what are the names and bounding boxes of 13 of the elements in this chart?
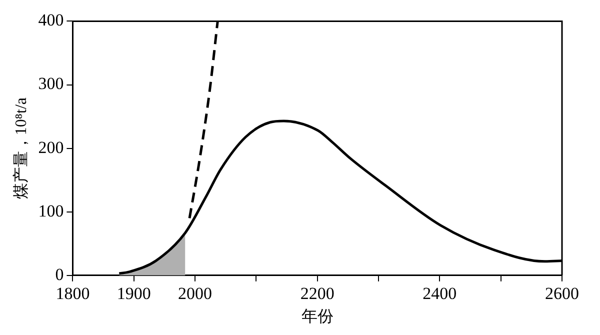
x-tick-label: 1800 [56,284,90,304]
x-axis-title: 年份 [301,308,334,326]
y-tick-label: 300 [38,74,64,94]
x-tick-label: 2000 [178,284,212,304]
y-tick-label: 0 [55,264,64,284]
x-tick-label: 2200 [300,284,334,304]
y-tick-label: 400 [38,10,64,30]
x-tick-label: 2400 [422,284,457,304]
y-tick-label: 100 [38,201,64,220]
x-tick-label: 1900 [116,284,151,304]
y-axis-title: 煤产量，10⁸t/a [12,98,30,200]
y-tick-label: 200 [38,138,64,157]
x-tick-label: 2600 [545,284,579,304]
